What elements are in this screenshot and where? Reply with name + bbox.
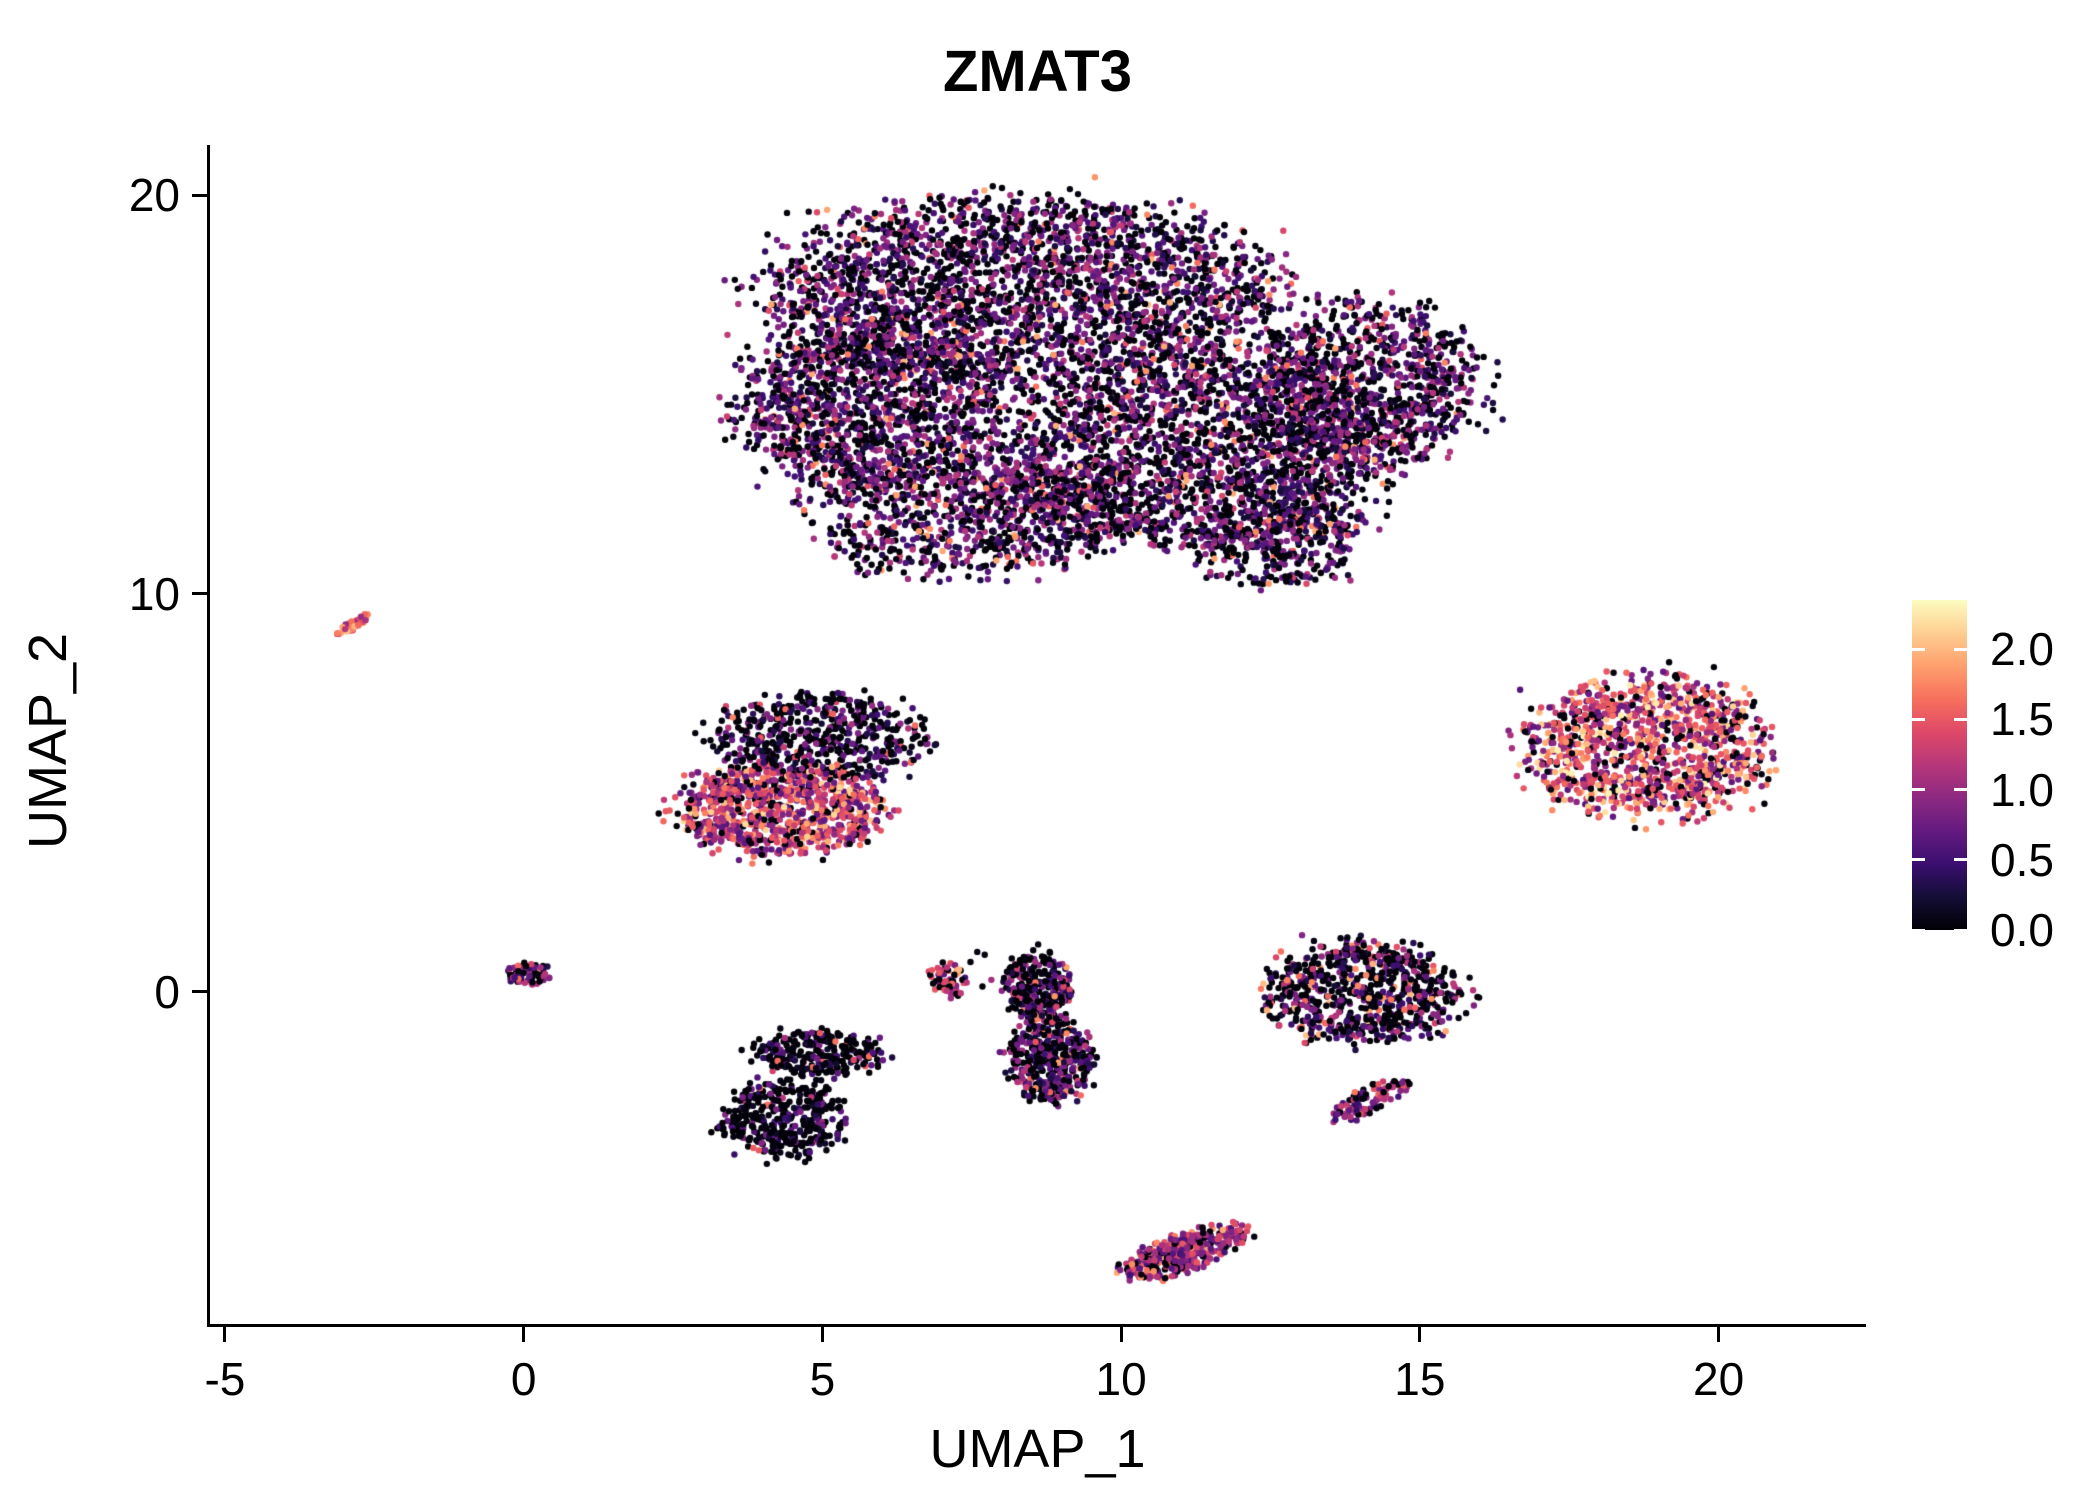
x-tick-label: 10 bbox=[1095, 1353, 1147, 1405]
x-tick-label: 20 bbox=[1693, 1353, 1745, 1405]
colorbar-tick-label: 0.5 bbox=[1990, 833, 2054, 886]
colorbar-tick-mark bbox=[1912, 858, 1925, 862]
colorbar-tick-label: 1.5 bbox=[1990, 693, 2054, 746]
x-tick-mark bbox=[522, 1327, 526, 1342]
y-tick-label: 10 bbox=[128, 567, 180, 620]
colorbar-tick-mark bbox=[1954, 928, 1967, 932]
colorbar-tick-mark bbox=[1954, 717, 1967, 721]
y-tick-label: 20 bbox=[128, 169, 180, 222]
colorbar-tick-label: 2.0 bbox=[1990, 623, 2054, 676]
colorbar-tick-label: 0.0 bbox=[1990, 904, 2054, 956]
x-tick-mark bbox=[223, 1327, 227, 1342]
x-axis-title: UMAP_1 bbox=[929, 1419, 1146, 1479]
x-axis-line bbox=[207, 1324, 1866, 1327]
colorbar-tick-mark bbox=[1912, 788, 1925, 792]
y-tick-mark bbox=[192, 592, 207, 596]
x-tick-label: -5 bbox=[204, 1353, 246, 1405]
x-tick-mark bbox=[820, 1327, 824, 1342]
y-tick-label: 0 bbox=[154, 965, 180, 1018]
plot-title: ZMAT3 bbox=[942, 39, 1132, 104]
colorbar-tick-mark bbox=[1954, 647, 1967, 651]
x-tick-label: 15 bbox=[1394, 1353, 1446, 1405]
x-tick-mark bbox=[1418, 1327, 1422, 1342]
x-tick-label: 0 bbox=[510, 1353, 537, 1405]
colorbar-tick-mark bbox=[1954, 858, 1967, 862]
y-axis-line bbox=[207, 145, 210, 1327]
x-tick-mark bbox=[1717, 1327, 1721, 1342]
colorbar-gradient bbox=[1912, 600, 1967, 930]
colorbar-tick-mark bbox=[1954, 788, 1967, 792]
y-tick-mark bbox=[192, 990, 207, 994]
colorbar-tick-label: 1.0 bbox=[1990, 763, 2054, 816]
x-tick-label: 5 bbox=[809, 1353, 836, 1405]
colorbar-tick-mark bbox=[1912, 647, 1925, 651]
x-tick-mark bbox=[1119, 1327, 1123, 1342]
y-tick-mark bbox=[192, 193, 207, 197]
colorbar-tick-mark bbox=[1912, 928, 1925, 932]
colorbar-tick-mark bbox=[1912, 717, 1925, 721]
y-axis-title: UMAP_2 bbox=[18, 632, 78, 850]
